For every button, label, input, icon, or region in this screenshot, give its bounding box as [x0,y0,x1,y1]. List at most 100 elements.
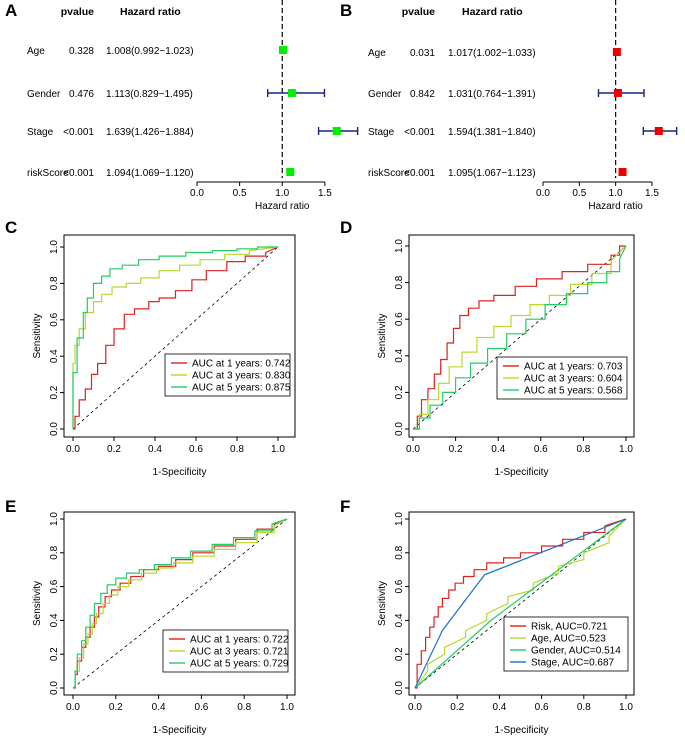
forest-row: Gender 0.842 1.031(0.764−1.391) [368,89,645,100]
x-tick-label: 0.5 [233,188,247,199]
legend-label: Risk, AUC=0.721 [531,622,608,633]
pvalue-header: pvalue [61,6,94,18]
diagonal-reference [412,245,627,430]
hr-marker [613,89,622,97]
variable-label: riskScore [368,168,410,179]
pvalue-cell: 0.476 [69,89,94,100]
hr-marker [654,127,663,135]
pvalue-cell: 0.842 [410,89,435,100]
x-tick-label: 0.4 [491,444,505,455]
x-tick-label: 0.0 [66,444,80,455]
hr-marker [286,168,295,176]
roc-curve-4 [414,518,627,689]
pvalue-cell: 0.328 [69,46,94,57]
panel-letter: D [340,218,352,237]
roc-curve-2 [72,246,279,429]
roc-curve-3 [414,518,627,689]
panel-letter: E [5,497,16,516]
x-tick-label: 0.2 [450,702,464,713]
pvalue-cell: <0.001 [63,127,94,138]
hazard-ratio-cell: 1.017(1.002−1.033) [448,48,536,59]
hr-marker [287,89,296,97]
x-axis-label: Hazard ratio [255,201,310,212]
x-tick-label: 0.0 [406,444,420,455]
x-tick-label: 0.8 [577,702,591,713]
plot-frame [408,234,635,438]
panel-f: F 0.00.0 0.2 0.2 0.4 0.4 0.6 0.6 0.8 0.8 1.0 1.0 1-S… [340,497,635,736]
x-tick-label: 1.0 [619,444,633,455]
legend-label: AUC at 1 years: 0.742 [192,359,291,370]
legend-label: AUC at 5 years: 0.875 [192,383,291,394]
x-tick-label: 0.4 [492,702,506,713]
roc-curve-3 [72,246,278,429]
legend-label: AUC at 5 years: 0.729 [190,659,289,670]
legend-label: AUC at 5 years: 0.568 [524,386,623,397]
variable-label: Stage [368,127,395,138]
x-tick-label: 0.2 [109,702,123,713]
hazard-ratio-cell: 1.094(1.069−1.120) [106,168,194,179]
roc-curve-3 [73,518,288,689]
y-tick-label: 1.0 [394,512,405,526]
x-tick-label: 0.2 [107,444,121,455]
legend-label: AUC at 3 years: 0.604 [524,374,623,385]
variable-label: riskScore [27,168,69,179]
y-tick-label: 0.4 [49,349,60,363]
pvalue-cell: <0.001 [404,168,435,179]
x-tick-label: 0.0 [190,188,204,199]
y-axis-label: Sensitivity [32,313,43,358]
y-tick-label: 0.4 [394,613,405,627]
x-tick-label: 0.0 [408,702,422,713]
x-tick-label: 0.6 [535,702,549,713]
y-tick-label: 0.2 [49,647,60,661]
x-tick-label: 1.0 [271,444,285,455]
x-axis-label: 1-Specificity [495,725,549,736]
y-tick-label: 1.0 [49,512,60,526]
x-tick-label: 0.6 [194,702,208,713]
legend-label: AUC at 1 years: 0.722 [190,635,289,646]
hazard-ratio-cell: 1.031(0.764−1.391) [448,89,536,100]
roc-curve-3 [413,245,627,430]
roc-curve-2 [414,518,627,689]
x-tick-label: 1.5 [318,188,332,199]
x-tick-label: 1.0 [280,702,294,713]
legend-label: AUC at 3 years: 0.721 [190,647,289,658]
roc-curve-2 [73,518,288,689]
y-tick-label: 0.2 [394,385,405,399]
variable-label: Gender [368,89,402,100]
x-tick-label: 1.0 [619,702,633,713]
x-axis-label: 1-Specificity [153,725,207,736]
x-tick-label: 1.0 [609,188,623,199]
hazard-ratio-cell: 1.594(1.381−1.840) [448,127,536,138]
variable-label: Age [368,48,386,59]
y-tick-label: 0.8 [49,276,60,290]
y-tick-label: 0.2 [49,385,60,399]
y-tick-label: 0.0 [394,422,405,436]
y-tick-label: 0.2 [394,647,405,661]
y-tick-label: 0.8 [49,545,60,559]
y-tick-label: 0.0 [49,681,60,695]
panel-letter: C [5,218,17,237]
hazard-ratio-cell: 1.639(1.426−1.884) [106,127,194,138]
x-tick-label: 0.6 [189,444,203,455]
x-tick-label: 0.8 [230,444,244,455]
legend-label: Age, AUC=0.523 [531,634,606,645]
roc-curve-2 [413,245,627,430]
hr-marker [278,46,287,54]
y-axis-label: Sensitivity [377,581,388,626]
y-tick-label: 0.6 [394,312,405,326]
pvalue-cell: <0.001 [404,127,435,138]
y-tick-label: 0.4 [394,348,405,362]
hr-marker [612,48,621,56]
pvalue-header: pvalue [402,6,435,18]
pvalue-cell: <0.001 [63,168,94,179]
y-axis-label: Sensitivity [32,581,43,626]
roc-curve-1 [413,245,626,430]
x-tick-label: 0.5 [572,188,586,199]
x-tick-label: 0.0 [66,702,80,713]
panel-letter: F [340,497,350,516]
